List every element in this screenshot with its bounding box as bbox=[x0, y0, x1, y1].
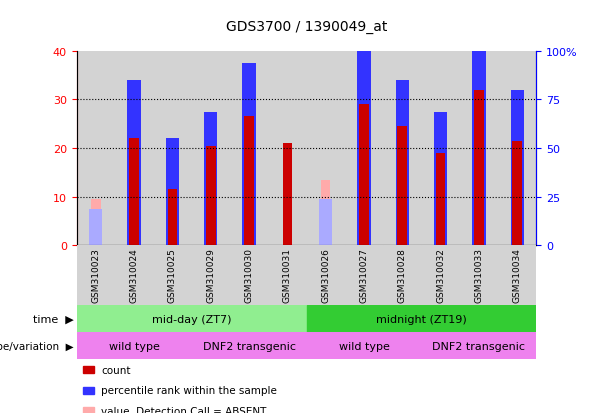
Bar bbox=[306, 332, 422, 359]
Bar bbox=[395, 81, 409, 246]
Text: GDS3700 / 1390049_at: GDS3700 / 1390049_at bbox=[226, 20, 387, 34]
Text: GSM310033: GSM310033 bbox=[474, 247, 484, 302]
Text: GSM310031: GSM310031 bbox=[283, 247, 292, 302]
Text: wild type: wild type bbox=[338, 341, 389, 351]
Bar bbox=[77, 306, 306, 332]
Bar bbox=[89, 209, 102, 246]
Bar bbox=[511, 90, 524, 246]
Bar bbox=[77, 332, 191, 359]
Text: GSM310028: GSM310028 bbox=[398, 247, 407, 302]
Bar bbox=[191, 332, 306, 359]
Bar bbox=[434, 112, 447, 246]
Bar bbox=[498, 246, 536, 306]
Bar bbox=[306, 246, 345, 306]
Bar bbox=[115, 52, 153, 246]
Text: GSM310034: GSM310034 bbox=[512, 247, 522, 302]
Bar bbox=[115, 246, 153, 306]
Bar bbox=[129, 139, 139, 246]
Bar bbox=[422, 52, 460, 246]
Bar bbox=[498, 52, 536, 246]
Text: wild type: wild type bbox=[109, 341, 159, 351]
Bar bbox=[128, 81, 141, 246]
Bar bbox=[191, 52, 230, 246]
Bar bbox=[345, 52, 383, 246]
Bar bbox=[153, 52, 191, 246]
Text: mid-day (ZT7): mid-day (ZT7) bbox=[152, 314, 231, 324]
Bar bbox=[383, 52, 422, 246]
Bar bbox=[460, 246, 498, 306]
Bar bbox=[460, 52, 498, 246]
Text: DNF2 transgenic: DNF2 transgenic bbox=[202, 341, 295, 351]
Bar bbox=[422, 332, 536, 359]
Bar bbox=[230, 246, 268, 306]
Bar bbox=[306, 52, 345, 246]
Text: GSM310025: GSM310025 bbox=[168, 247, 177, 302]
Text: GSM310024: GSM310024 bbox=[129, 247, 139, 302]
Bar bbox=[167, 190, 177, 246]
Text: percentile rank within the sample: percentile rank within the sample bbox=[101, 385, 277, 395]
Bar bbox=[166, 139, 179, 246]
Bar bbox=[306, 306, 536, 332]
Bar bbox=[206, 146, 216, 246]
Bar bbox=[359, 105, 369, 246]
Text: GSM310032: GSM310032 bbox=[436, 247, 445, 302]
Bar bbox=[383, 246, 422, 306]
Bar bbox=[319, 199, 332, 246]
Bar bbox=[436, 154, 446, 246]
Bar bbox=[472, 47, 485, 246]
Text: midnight (ZT19): midnight (ZT19) bbox=[376, 314, 467, 324]
Text: GSM310030: GSM310030 bbox=[245, 247, 254, 302]
Bar bbox=[242, 64, 256, 246]
Bar bbox=[345, 246, 383, 306]
Bar bbox=[283, 144, 292, 246]
Bar bbox=[268, 52, 306, 246]
Bar bbox=[397, 127, 407, 246]
Bar bbox=[77, 52, 115, 246]
Text: GSM310027: GSM310027 bbox=[359, 247, 368, 302]
Bar bbox=[422, 246, 460, 306]
Bar bbox=[204, 112, 218, 246]
Text: time  ▶: time ▶ bbox=[33, 314, 74, 324]
Bar bbox=[474, 90, 484, 246]
Bar bbox=[191, 246, 230, 306]
Bar bbox=[512, 141, 522, 246]
Text: genotype/variation  ▶: genotype/variation ▶ bbox=[0, 341, 74, 351]
Bar bbox=[153, 246, 191, 306]
Text: value, Detection Call = ABSENT: value, Detection Call = ABSENT bbox=[101, 406, 267, 413]
Bar bbox=[268, 246, 306, 306]
Text: count: count bbox=[101, 365, 131, 375]
Text: GSM310026: GSM310026 bbox=[321, 247, 330, 302]
Bar bbox=[321, 180, 330, 246]
Text: DNF2 transgenic: DNF2 transgenic bbox=[432, 341, 525, 351]
Text: GSM310029: GSM310029 bbox=[206, 247, 215, 302]
Bar bbox=[77, 246, 115, 306]
Bar bbox=[91, 199, 101, 246]
Bar bbox=[230, 52, 268, 246]
Bar bbox=[244, 117, 254, 246]
Bar bbox=[357, 52, 371, 246]
Text: GSM310023: GSM310023 bbox=[91, 247, 101, 302]
